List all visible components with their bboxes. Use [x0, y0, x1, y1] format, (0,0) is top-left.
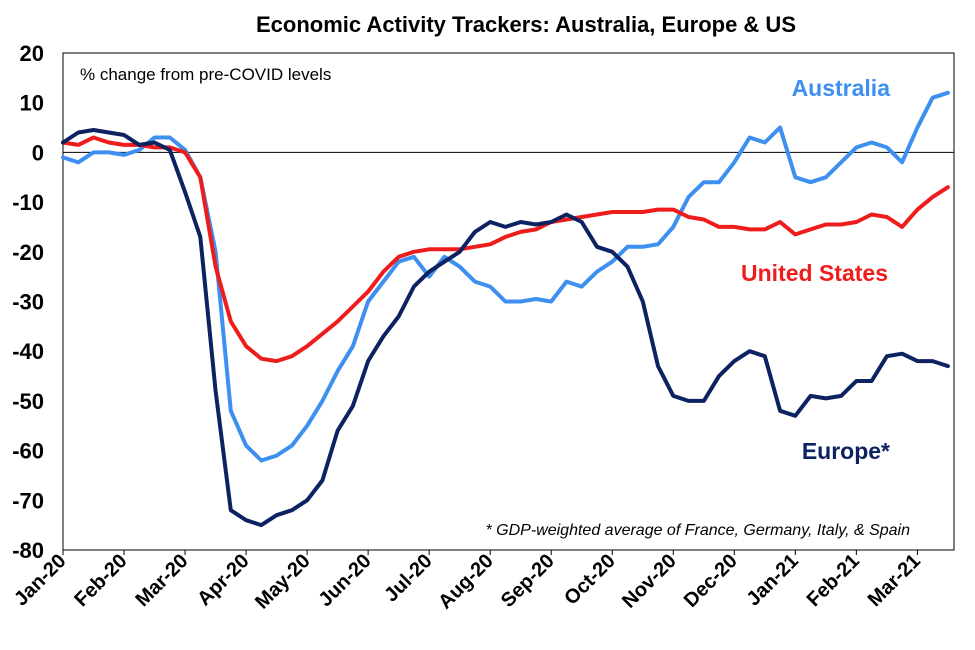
x-tick-label: Feb-20 [70, 550, 131, 611]
x-tick-label: Sep-20 [497, 550, 559, 612]
y-tick-label: 10 [20, 91, 44, 116]
y-unit-annotation: % change from pre-COVID levels [80, 65, 331, 84]
y-tick-label: 0 [32, 140, 44, 165]
y-axis: 20 10 0 -10 -20 -30 -40 -50 -60 -70 -80 [12, 41, 44, 563]
x-tick-label: Jan-21 [742, 550, 802, 610]
footnote: * GDP-weighted average of France, German… [486, 522, 911, 539]
plot-area [62, 52, 955, 551]
y-tick-label: -70 [12, 488, 44, 513]
y-tick-label: -10 [12, 190, 44, 215]
y-tick-label: -20 [12, 240, 44, 265]
series-label-united-states: United States [741, 260, 888, 286]
series-line-united-states [61, 135, 950, 364]
series-label-europe: Europe* [802, 438, 890, 464]
x-tick-label: Mar-20 [131, 550, 192, 611]
x-tick-label: Oct-20 [560, 550, 620, 610]
x-tick-label: Mar-21 [864, 550, 925, 611]
chart-title: Economic Activity Trackers: Australia, E… [256, 12, 796, 37]
series-line-europe [61, 128, 950, 528]
y-tick-label: 20 [20, 41, 44, 66]
x-tick-label: Nov-20 [618, 550, 681, 613]
x-tick-label: Feb-21 [803, 550, 864, 611]
y-tick-label: -80 [12, 538, 44, 563]
y-tick-label: -40 [12, 339, 44, 364]
y-tick-label: -50 [12, 389, 44, 414]
y-tick-label: -30 [12, 290, 44, 315]
x-tick-label: Apr-20 [193, 550, 253, 610]
x-tick-label: Dec-20 [680, 550, 742, 612]
x-tick-label: Aug-20 [434, 550, 497, 613]
series-group [61, 90, 950, 528]
y-tick-label: -60 [12, 439, 44, 464]
x-tick-label: May-20 [251, 550, 315, 614]
x-tick-label: Jul-20 [380, 550, 436, 606]
x-tick-label: Jun-20 [315, 550, 376, 611]
series-label-australia: Australia [792, 75, 891, 101]
